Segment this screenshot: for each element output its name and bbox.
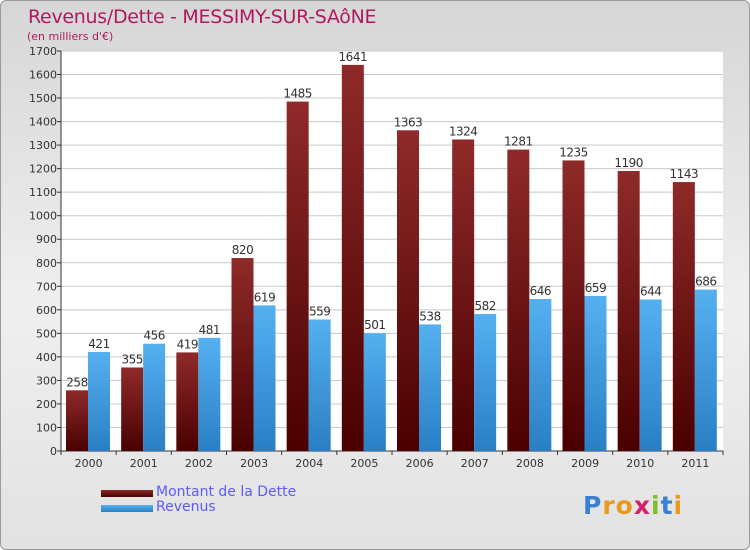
y-tick-label: 800: [36, 257, 57, 270]
legend-label-revenue: Revenus: [156, 499, 216, 515]
data-label-revenue: 686: [695, 275, 716, 289]
bar-debt: [617, 171, 640, 451]
logo-letter: r: [602, 491, 616, 520]
data-label-debt: 258: [66, 375, 87, 389]
legend-label-debt: Montant de la Dette: [156, 484, 297, 500]
y-tick-label: 1600: [29, 69, 57, 82]
y-tick-label: 1200: [29, 163, 57, 176]
x-tick-label: 2007: [461, 457, 489, 470]
bar-revenue: [198, 337, 221, 451]
x-tick-label: 2004: [295, 457, 323, 470]
data-label-debt: 1363: [394, 115, 423, 129]
data-label-revenue: 619: [254, 290, 275, 304]
y-tick-label: 1300: [29, 139, 57, 152]
bar-debt: [66, 390, 88, 451]
bar-debt: [286, 101, 309, 452]
legend-swatch-revenue: [101, 505, 153, 512]
logo-letter: t: [660, 491, 674, 520]
y-tick-label: 400: [36, 351, 57, 364]
logo-letter: x: [633, 491, 651, 520]
data-label-debt: 1235: [559, 145, 588, 159]
bar-revenue: [419, 324, 441, 451]
y-tick-label: 1100: [29, 186, 57, 199]
x-tick-label: 2010: [626, 457, 654, 470]
bar-debt: [121, 367, 144, 451]
y-tick-label: 200: [36, 398, 57, 411]
bar-revenue: [584, 295, 607, 451]
y-tick-label: 600: [36, 304, 57, 317]
bar-revenue: [474, 314, 497, 451]
x-tick-label: 2006: [406, 457, 434, 470]
y-tick-label: 1400: [29, 116, 57, 129]
data-label-debt: 820: [232, 243, 253, 257]
bar-debt: [507, 149, 530, 451]
bar-revenue: [639, 299, 662, 451]
data-label-debt: 355: [121, 352, 142, 366]
y-tick-label: 700: [36, 280, 57, 293]
bar-debt: [452, 139, 475, 451]
bar-revenue: [88, 351, 110, 451]
data-label-revenue: 538: [419, 309, 440, 323]
axes: 0 100 200 300 400 500 600 700 800 900 1000 1100 1200…: [29, 45, 724, 470]
data-label-revenue: 456: [143, 329, 164, 343]
data-label-revenue: 481: [199, 323, 220, 337]
proxiti-logo: Proxiti: [583, 491, 683, 520]
y-tick-label: 500: [36, 327, 57, 340]
x-tick-label: 2000: [75, 457, 103, 470]
grid-lines: [61, 50, 723, 452]
data-label-debt: 1190: [614, 156, 643, 170]
chart-title: Revenus/Dette - MESSIMY-SUR-SAôNE: [28, 6, 377, 28]
data-label-revenue: 421: [88, 337, 109, 351]
bar-debt: [231, 258, 254, 451]
data-label-debt: 419: [177, 337, 198, 351]
bar-revenue: [253, 305, 276, 451]
logo-letter: o: [615, 491, 634, 520]
bar-revenue: [694, 289, 717, 451]
data-label-debt: 1324: [449, 124, 478, 138]
data-label-debt: 1281: [504, 135, 533, 149]
y-tick-label: 1000: [29, 210, 57, 223]
data-label-revenue: 501: [364, 318, 385, 332]
plot-area: [61, 51, 723, 451]
legend-swatch-debt: [101, 490, 153, 497]
y-tick-label: 1700: [29, 45, 57, 58]
chart-subtitle: (en milliers d'€): [27, 30, 114, 43]
x-tick-label: 2011: [681, 457, 709, 470]
logo-letter: P: [583, 491, 603, 520]
data-label-debt: 1641: [339, 50, 368, 64]
bar-debt: [397, 130, 419, 451]
x-tick-label: 2003: [240, 457, 268, 470]
y-tick-label: 0: [50, 445, 57, 458]
data-label-revenue: 582: [474, 299, 495, 313]
bar-debt: [176, 352, 199, 451]
bars: [66, 64, 717, 452]
data-label-debt: 1143: [670, 167, 699, 181]
x-tick-label: 2001: [130, 457, 158, 470]
logo-letter: i: [651, 491, 661, 520]
y-tick-label: 1500: [29, 92, 57, 105]
bar-debt: [672, 182, 695, 451]
data-label-revenue: 646: [530, 284, 551, 298]
data-label-revenue: 559: [309, 304, 330, 318]
bar-revenue: [143, 343, 166, 451]
y-tick-label: 100: [36, 421, 57, 434]
data-label-revenue: 659: [585, 281, 606, 295]
y-tick-label: 300: [36, 374, 57, 387]
x-tick-label: 2008: [516, 457, 544, 470]
x-tick-label: 2009: [571, 457, 599, 470]
data-label-revenue: 644: [640, 284, 661, 298]
bar-debt: [562, 160, 585, 452]
x-tick-label: 2005: [350, 457, 378, 470]
y-tick-label: 900: [36, 233, 57, 246]
logo-letter: i: [673, 491, 684, 520]
bar-revenue: [308, 319, 331, 451]
bar-debt: [341, 64, 364, 451]
data-label-debt: 1485: [283, 87, 312, 101]
x-tick-label: 2002: [185, 457, 213, 470]
bar-revenue: [363, 333, 386, 451]
bar-revenue: [529, 299, 552, 451]
